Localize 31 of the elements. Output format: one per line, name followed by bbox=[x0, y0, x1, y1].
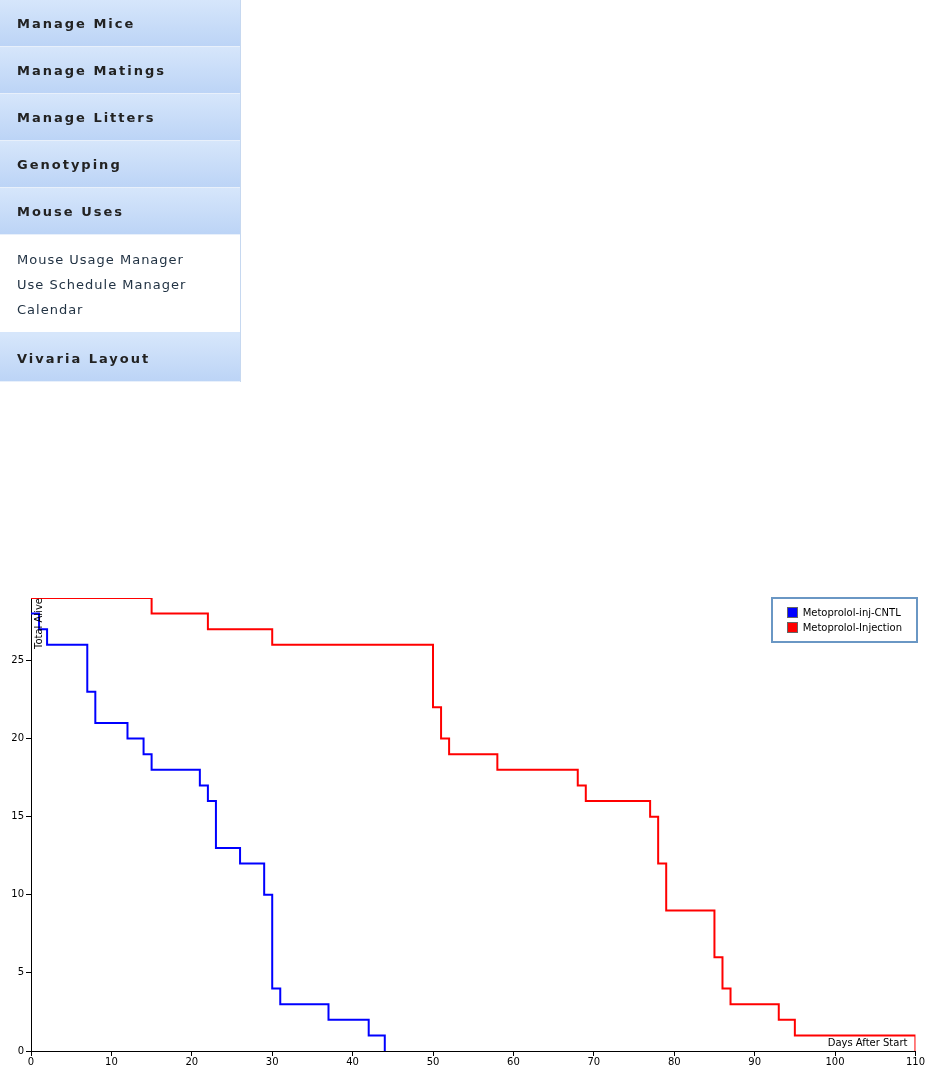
category-label: Mouse Uses bbox=[0, 188, 240, 235]
text: Use Schedule Manager bbox=[17, 276, 188, 294]
x-tick-label: 40 bbox=[346, 1055, 359, 1067]
category-label: Manage Mice bbox=[0, 0, 240, 47]
x-tick-label: 30 bbox=[265, 1055, 279, 1067]
x-tick-label: 100 bbox=[825, 1055, 845, 1067]
text: Mouse Usage Manager bbox=[17, 251, 185, 269]
x-tick-label: 110 bbox=[905, 1055, 925, 1067]
x-tick-label: 60 bbox=[507, 1055, 520, 1067]
y-tick-label: 5 bbox=[17, 966, 24, 978]
x-tick-label: 0 bbox=[27, 1055, 35, 1067]
y-tick-label: 10 bbox=[11, 888, 24, 900]
y-tick-label: 20 bbox=[11, 732, 24, 744]
y-tick-label: 15 bbox=[11, 810, 24, 822]
x-tick-label: 50 bbox=[426, 1055, 440, 1067]
text: Calendar bbox=[17, 301, 85, 319]
x-tick-label: 10 bbox=[105, 1055, 118, 1067]
category-label: Manage Matings bbox=[0, 47, 240, 94]
x-tick-label: 90 bbox=[748, 1055, 762, 1067]
x-axis-title: Days After Start bbox=[827, 1036, 908, 1048]
category-label: Manage Litters bbox=[0, 94, 240, 141]
x-tick-label: 70 bbox=[587, 1055, 601, 1067]
legend-label: Metoprolol-inj-CNTL bbox=[802, 606, 901, 620]
category-label: Vivaria Layout bbox=[0, 335, 240, 382]
y-tick-label: 25 bbox=[11, 654, 24, 666]
legend-label: Metoprolol-Injection bbox=[802, 621, 902, 635]
x-tick-label: 80 bbox=[667, 1055, 681, 1067]
x-tick-label: 20 bbox=[185, 1055, 199, 1067]
category-label: Genotyping bbox=[0, 141, 240, 188]
y-axis-title: Total Alive bbox=[32, 598, 44, 651]
y-tick-label: 0 bbox=[17, 1044, 24, 1056]
